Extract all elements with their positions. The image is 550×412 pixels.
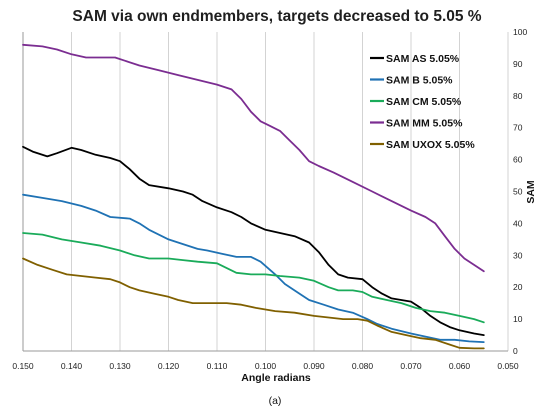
- x-axis-title: Angle radians: [241, 372, 311, 384]
- x-tick-label: 0.090: [303, 361, 325, 371]
- y-tick-label: 10: [513, 314, 523, 324]
- legend-label: SAM B 5.05%: [386, 75, 453, 87]
- x-tick-label: 0.070: [400, 361, 422, 371]
- x-tick-labels: 0.150 0.140 0.130 0.120 0.110 0.100 0.090 0.080…: [12, 361, 519, 371]
- legend-label: SAM CM 5.05%: [386, 96, 462, 108]
- legend: SAM AS 5.05% SAM B 5.05% SAM CM 5.05% SAM M…: [370, 53, 475, 151]
- x-tick-label: 0.140: [61, 361, 83, 371]
- legend-label: SAM UXOX 5.05%: [386, 139, 475, 151]
- x-tick-label: 0.050: [497, 361, 519, 371]
- legend-label: SAM AS 5.05%: [386, 53, 460, 65]
- series-line-4: [22, 43, 485, 273]
- y-tick-label: 0: [513, 346, 518, 356]
- x-tick-label: 0.060: [449, 361, 471, 371]
- x-tick-label: 0.120: [158, 361, 180, 371]
- x-tick-label: 0.150: [12, 361, 34, 371]
- axes: [22, 32, 508, 352]
- y-axis-title: SAM: [525, 180, 537, 204]
- y-tick-label: 90: [513, 59, 523, 69]
- series-line-1: [22, 145, 485, 336]
- series-line-2: [22, 193, 485, 343]
- x-tick-label: 0.110: [207, 361, 228, 371]
- chart-title: SAM via own endmembers, targets decrease…: [72, 8, 481, 25]
- x-tick-label: 0.080: [352, 361, 374, 371]
- y-tick-label: 100: [513, 27, 527, 37]
- x-tick-label: 0.100: [255, 361, 277, 371]
- y-tick-label: 60: [513, 155, 523, 165]
- y-tick-labels: 0 10 20 30 40 50 60 70 80 90 100: [513, 27, 527, 356]
- figure-caption: (a): [269, 395, 282, 407]
- y-tick-label: 30: [513, 250, 523, 260]
- y-tick-label: 40: [513, 218, 523, 228]
- x-tick-label: 0.130: [109, 361, 131, 371]
- y-tick-label: 50: [513, 187, 523, 197]
- series-line-3: [22, 232, 485, 324]
- y-tick-label: 80: [513, 91, 523, 101]
- y-tick-label: 20: [513, 282, 523, 292]
- series-lines: [22, 43, 485, 350]
- legend-label: SAM MM 5.05%: [386, 118, 463, 130]
- y-tick-label: 70: [513, 123, 523, 133]
- series-line-5: [22, 257, 485, 350]
